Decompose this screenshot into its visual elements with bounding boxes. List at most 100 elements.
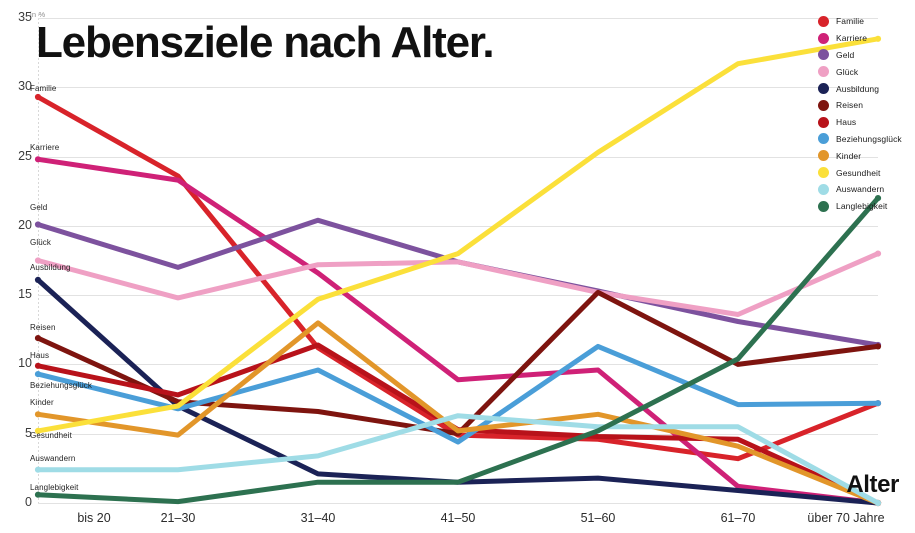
legend-item-label: Reisen xyxy=(836,100,864,111)
y-axis-unit-label: in % xyxy=(30,10,46,19)
x-tick-label: über 70 Jahre xyxy=(807,511,885,525)
series-endpoint xyxy=(34,221,42,228)
series-line xyxy=(35,156,881,506)
legend-item[interactable]: Familie xyxy=(818,13,915,30)
legend-item-label: Haus xyxy=(836,117,857,128)
series-line xyxy=(35,289,881,437)
y-tick-label: 30 xyxy=(18,79,32,94)
series-endpoint xyxy=(34,93,42,101)
legend-item[interactable]: Langlebigkeit xyxy=(818,198,915,215)
series-inline-label: Beziehungsglück xyxy=(30,381,92,390)
series-line xyxy=(35,251,881,317)
y-tick-label: 15 xyxy=(18,287,32,302)
legend-item-label: Ausbildung xyxy=(836,83,880,94)
series-line xyxy=(35,195,881,505)
series-inline-label: Langlebigkeit xyxy=(30,483,79,492)
gridline xyxy=(38,87,878,89)
x-tick-label: 21–30 xyxy=(160,511,196,525)
legend-item-label: Glück xyxy=(836,66,859,77)
gridline xyxy=(38,18,878,19)
series-inline-label: Geld xyxy=(30,203,48,212)
series-inline-label: Glück xyxy=(30,238,51,247)
legend-item[interactable]: Kinder xyxy=(818,147,915,164)
legend-color-swatch-icon xyxy=(818,200,829,212)
legend-item[interactable]: Beziehungsglück xyxy=(818,131,915,148)
legend-color-swatch-icon xyxy=(818,32,829,44)
series-endpoint xyxy=(34,257,42,264)
series-line xyxy=(35,343,881,445)
series-endpoint xyxy=(34,427,42,434)
gridline xyxy=(38,364,878,366)
y-tick-label: 10 xyxy=(18,356,32,371)
legend-item[interactable]: Glück xyxy=(818,63,915,80)
series-line xyxy=(35,342,881,506)
legend-color-swatch-icon xyxy=(818,116,829,128)
series-inline-label: Familie xyxy=(30,84,57,93)
x-axis-title: Alter xyxy=(846,471,899,498)
series-endpoint xyxy=(34,276,42,283)
legend-item[interactable]: Karriere xyxy=(818,30,915,47)
y-tick-label: 0 xyxy=(25,495,32,509)
legend-color-swatch-icon xyxy=(818,99,829,111)
legend: Familie Karriere Geld Glück Ausbildung Reisen… xyxy=(818,13,915,215)
series-line xyxy=(35,320,881,506)
x-tick-label: bis 20 xyxy=(77,511,111,525)
legend-color-swatch-icon xyxy=(818,167,829,179)
legend-color-swatch-icon xyxy=(818,49,829,61)
series-inline-label: Gesundheit xyxy=(30,431,72,440)
legend-item-label: Auswandern xyxy=(836,184,885,195)
legend-item-label: Gesundheit xyxy=(836,167,881,178)
series-line xyxy=(35,413,881,506)
series-endpoint xyxy=(874,400,882,407)
series-inline-label: Karriere xyxy=(30,143,60,152)
series-inline-label: Reisen xyxy=(30,323,56,332)
gridline xyxy=(38,156,878,158)
legend-item-label: Karriere xyxy=(836,33,868,44)
legend-color-swatch-icon xyxy=(818,83,829,95)
legend-item-label: Langlebigkeit xyxy=(836,201,888,212)
legend-item-label: Kinder xyxy=(836,150,862,161)
series-endpoint xyxy=(874,35,882,42)
legend-color-swatch-icon xyxy=(818,183,829,195)
legend-item[interactable]: Geld xyxy=(818,47,915,64)
series-endpoint xyxy=(874,343,882,350)
legend-item[interactable]: Gesundheit xyxy=(818,164,915,181)
series-endpoint xyxy=(34,466,42,473)
legend-item[interactable]: Ausbildung xyxy=(818,80,915,97)
y-tick-label: 25 xyxy=(18,148,32,163)
series-endpoint xyxy=(874,250,882,257)
gridline xyxy=(38,225,878,227)
series-endpoint xyxy=(34,362,42,369)
x-tick-label: 41–50 xyxy=(440,511,476,525)
legend-item[interactable]: Haus xyxy=(818,114,915,131)
legend-item[interactable]: Auswandern xyxy=(818,181,915,198)
series-inline-label: Auswandern xyxy=(30,454,76,463)
y-tick-label: 35 xyxy=(18,10,32,24)
x-tick-label: 31–40 xyxy=(300,511,336,525)
series-endpoint xyxy=(34,371,42,378)
series-line xyxy=(35,217,881,348)
x-tick-label: 61–70 xyxy=(720,511,756,525)
gridline xyxy=(38,295,878,297)
legend-color-swatch-icon xyxy=(818,66,829,78)
series-endpoint xyxy=(34,411,42,418)
series-endpoint xyxy=(34,156,42,163)
y-tick-label: 20 xyxy=(18,217,32,232)
legend-item-label: Geld xyxy=(836,49,855,60)
series-endpoint xyxy=(34,335,42,342)
legend-item-label: Beziehungsglück xyxy=(836,133,902,144)
series-endpoint xyxy=(874,499,882,507)
legend-item[interactable]: Reisen xyxy=(818,97,915,114)
series-line xyxy=(35,36,881,434)
series-endpoint xyxy=(34,491,42,498)
series-inline-label: Ausbildung xyxy=(30,263,71,272)
legend-color-swatch-icon xyxy=(818,133,829,145)
series-inline-label: Haus xyxy=(30,351,50,360)
gridline xyxy=(38,503,878,504)
y-tick-label: 5 xyxy=(25,425,32,440)
x-tick-label: 51–60 xyxy=(580,511,616,525)
series-endpoint xyxy=(874,195,882,202)
legend-item-label: Familie xyxy=(836,16,865,27)
